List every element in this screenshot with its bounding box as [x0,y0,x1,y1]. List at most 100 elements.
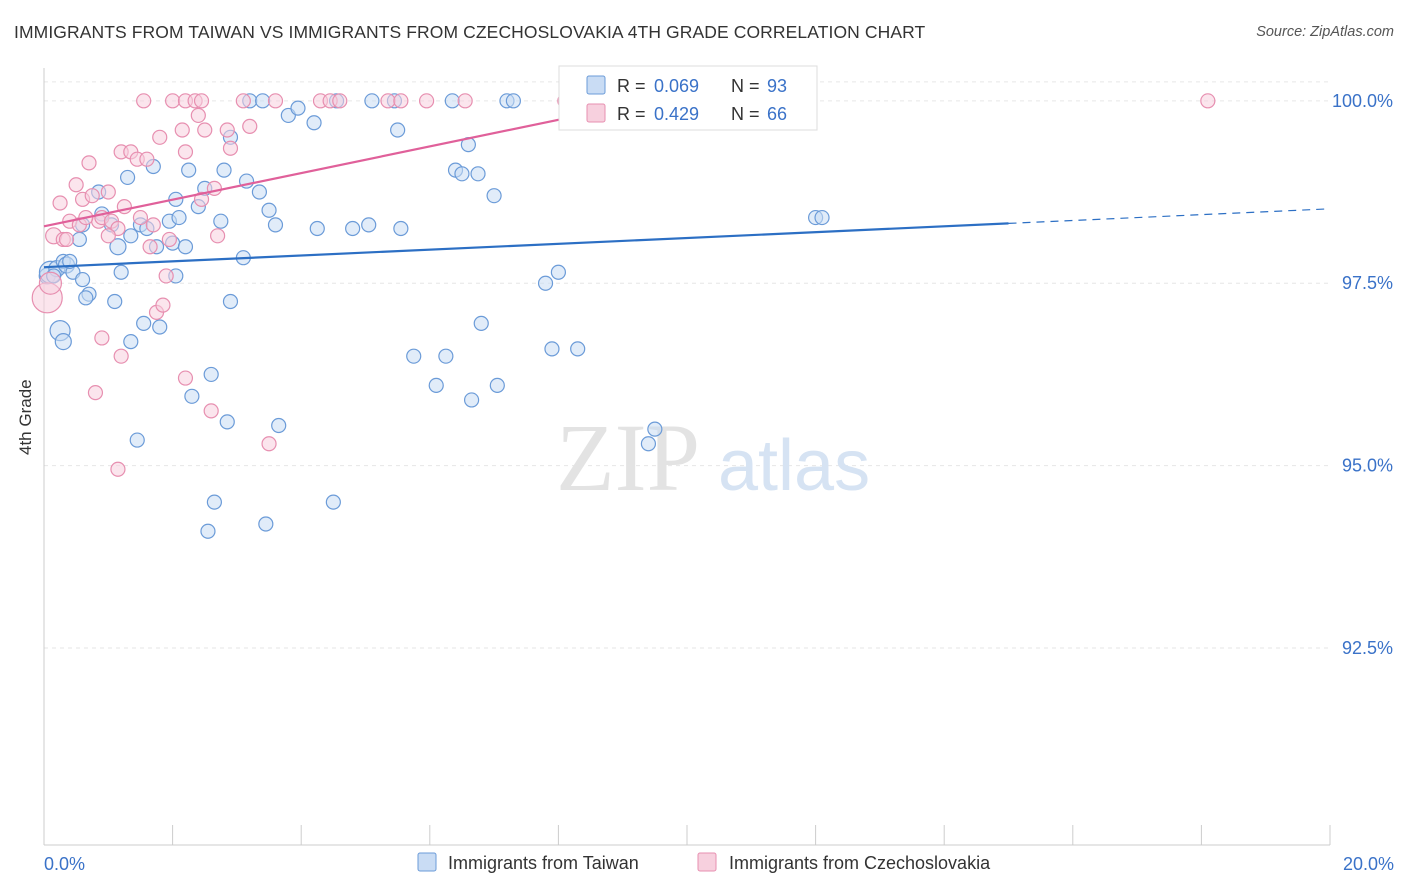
point-czech [142,239,158,255]
legend-n-label: N = [731,76,760,96]
point-taiwan [113,264,129,280]
point-czech [261,436,277,452]
legend-label-czech: Immigrants from Czechoslovakia [729,853,991,873]
point-czech [222,140,239,156]
point-taiwan [444,93,460,109]
point-taiwan [271,417,287,434]
watermark-atlas: atlas [718,426,870,506]
y-tick-label: 97.5% [1342,273,1393,293]
point-czech [210,228,226,244]
point-taiwan [107,293,123,310]
legend-r-label: R = [617,104,646,124]
point-taiwan [136,315,152,331]
point-czech [100,184,116,200]
point-czech [38,271,63,295]
point-taiwan [213,213,229,229]
point-taiwan [393,220,409,237]
point-czech [152,129,168,145]
point-taiwan [814,209,830,226]
point-taiwan [473,315,489,331]
point-czech [110,461,126,477]
point-czech [52,195,68,211]
legend-r-value: 0.429 [654,104,699,124]
point-czech [197,122,213,138]
watermark: ZIP atlas [556,404,870,511]
point-taiwan [647,421,663,437]
legend-label-taiwan: Immigrants from Taiwan [448,853,639,873]
point-taiwan [454,166,470,182]
point-taiwan [486,188,502,204]
point-czech [177,370,194,386]
point-taiwan [200,523,216,539]
point-taiwan [74,271,91,288]
point-czech [84,188,100,204]
point-czech [139,151,155,167]
point-czech [206,180,222,196]
chart-title: IMMIGRANTS FROM TAIWAN VS IMMIGRANTS FRO… [14,22,926,42]
point-taiwan [361,217,377,233]
point-taiwan [71,231,87,248]
point-taiwan [550,264,567,280]
point-taiwan [640,436,657,452]
point-taiwan [438,348,454,364]
legend-n-label: N = [731,104,760,124]
legend-bottom: Immigrants from Taiwan Immigrants from C… [417,852,991,873]
point-czech [242,118,258,134]
point-czech [219,122,235,138]
point-taiwan [309,220,325,237]
legend-n-value: 66 [767,104,787,124]
point-czech [94,330,110,346]
point-czech [81,155,97,171]
point-taiwan [537,275,554,291]
point-taiwan [129,432,145,448]
point-czech [145,217,161,233]
point-taiwan [261,202,277,218]
point-czech [155,297,171,313]
point-czech [177,144,194,160]
point-czech [100,228,116,244]
point-taiwan [119,169,136,186]
legend-r-value: 0.069 [654,76,699,96]
point-taiwan [406,348,422,364]
point-taiwan [152,319,168,335]
point-taiwan [184,388,200,404]
y-tick-label: 95.0% [1342,456,1393,476]
point-taiwan [123,333,139,350]
point-taiwan [345,220,361,237]
point-taiwan [251,184,268,200]
point-czech [132,209,149,226]
point-czech [58,231,75,248]
point-czech [158,268,174,284]
point-taiwan [54,332,72,351]
point-czech [203,403,219,419]
x-tick-label: 0.0% [44,854,85,874]
point-czech [380,93,396,109]
point-taiwan [267,217,284,233]
point-czech [393,93,409,109]
point-taiwan [78,290,94,306]
point-taiwan [203,366,219,383]
point-czech [193,191,210,207]
point-taiwan [470,166,486,182]
point-czech [457,93,473,109]
legend-top: R = 0.069 N = 93 R = 0.429 N = 66 [558,65,818,131]
point-czech [165,93,181,109]
y-axis-title: 4th Grade [16,379,35,455]
legend-swatch-czech [697,852,717,872]
legend-r-label: R = [617,76,646,96]
x-tick-label: 20.0% [1343,854,1394,874]
trend-line-taiwan-extension [1008,208,1331,224]
point-czech [87,385,104,401]
point-taiwan [255,93,271,109]
legend-n-value: 93 [767,76,787,96]
point-czech [1200,93,1216,109]
point-taiwan [428,377,444,393]
point-taiwan [206,494,222,510]
point-taiwan [181,162,197,178]
point-czech [190,107,206,124]
legend-top-swatch-czech [586,103,606,123]
point-czech [193,93,210,109]
source-note: Source: ZipAtlas.com [1256,24,1394,40]
point-taiwan [489,377,505,393]
point-taiwan [463,392,480,408]
